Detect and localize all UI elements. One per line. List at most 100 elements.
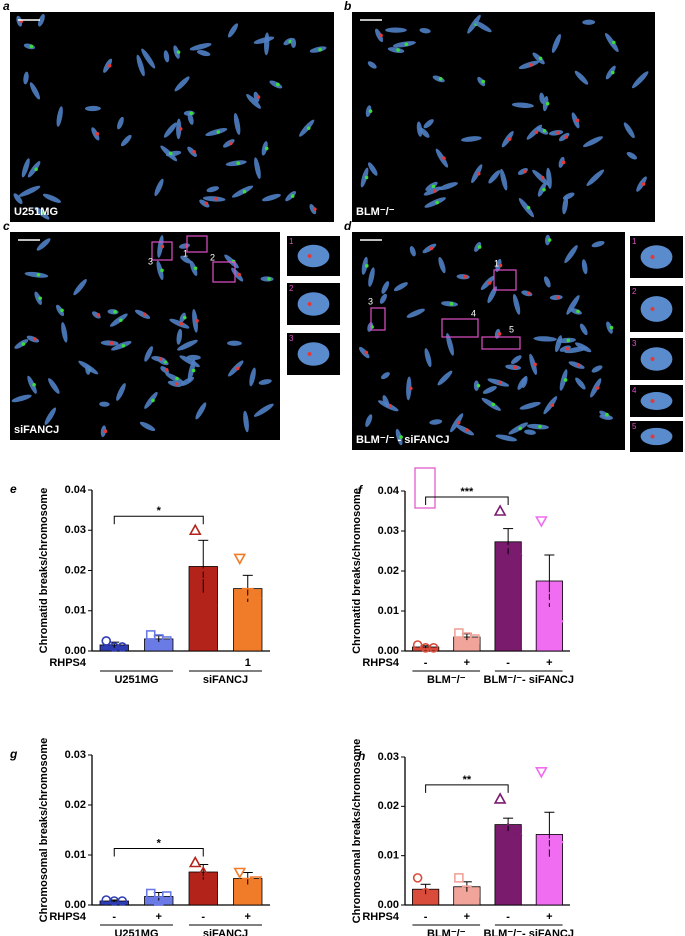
signal	[431, 184, 436, 189]
signal	[429, 246, 434, 251]
chromosome	[375, 28, 384, 43]
chromosome	[500, 168, 508, 191]
chromosome	[253, 91, 260, 103]
chromosome	[461, 136, 482, 142]
signal	[164, 368, 169, 372]
chromosome	[205, 128, 228, 137]
panel-letter: f	[358, 483, 363, 497]
row-label: RHPS4	[49, 657, 87, 669]
chromosome	[100, 425, 107, 438]
roi-box	[493, 269, 517, 291]
chromosome	[29, 82, 40, 100]
signal	[497, 332, 502, 336]
chromosome	[100, 340, 119, 346]
chromosome	[495, 434, 517, 442]
chromosome	[558, 156, 565, 168]
signal	[191, 368, 196, 373]
chromosome	[285, 191, 297, 202]
chromosome	[195, 402, 207, 420]
chromosome	[467, 14, 481, 34]
signal	[477, 245, 482, 249]
roi-box	[186, 235, 208, 253]
chromosome	[548, 130, 564, 136]
signal	[176, 50, 181, 54]
signal	[563, 378, 568, 382]
chromosome	[558, 132, 570, 142]
chromosome	[11, 394, 32, 403]
chromosome	[174, 76, 190, 92]
chromosome	[48, 378, 60, 394]
chromosome	[574, 70, 589, 85]
chromosome	[21, 158, 30, 178]
point	[551, 841, 564, 853]
panel-label: U251MG	[14, 206, 58, 218]
chromosome	[367, 61, 377, 69]
chromosome	[117, 116, 124, 130]
signal	[192, 149, 196, 154]
signal	[237, 272, 241, 277]
chromosome	[231, 185, 254, 198]
signal	[641, 182, 646, 186]
chromosome	[27, 161, 41, 178]
signal	[540, 175, 545, 180]
x-tick-label: 1	[245, 657, 251, 669]
signal	[476, 383, 481, 388]
signal	[179, 321, 184, 326]
chromosome	[537, 182, 547, 197]
signal	[235, 366, 240, 371]
signal	[276, 82, 280, 87]
chromosome	[13, 193, 23, 204]
chromosome	[103, 58, 113, 73]
panel-letter: e	[10, 482, 17, 496]
chromosome	[422, 243, 437, 254]
roi-label: 1	[494, 258, 499, 268]
signal	[498, 380, 503, 385]
x-tick-label: -	[424, 657, 428, 669]
inset-chromosome	[297, 342, 330, 366]
signal	[204, 201, 209, 206]
chromosome	[253, 403, 274, 417]
panel-letter: a	[3, 0, 10, 13]
chromosome	[91, 311, 101, 319]
x-tick-label: -	[424, 911, 428, 923]
signal	[529, 63, 533, 67]
signal	[491, 402, 496, 407]
chromosome	[456, 274, 470, 280]
x-tick-label: +	[464, 911, 470, 923]
x-tick-label: +	[546, 657, 552, 669]
chromosome	[579, 323, 588, 336]
point	[543, 838, 556, 850]
chromosome	[227, 23, 239, 38]
chromosome	[381, 372, 390, 380]
point	[551, 620, 564, 632]
y-tick-label: 0.01	[378, 605, 399, 617]
signal	[576, 363, 581, 367]
signal	[575, 118, 580, 123]
signal	[513, 365, 517, 370]
signal	[379, 33, 383, 38]
signal	[498, 263, 503, 268]
point	[543, 592, 556, 604]
point	[204, 878, 218, 890]
chromosome	[604, 32, 619, 53]
y-tick-label: 0.02	[378, 800, 399, 812]
chromosome	[532, 52, 545, 65]
signal	[306, 126, 311, 130]
chromosome	[136, 54, 145, 77]
signal	[487, 281, 492, 285]
chromosome	[157, 235, 164, 258]
chromosome	[571, 112, 580, 129]
signal	[388, 404, 393, 408]
inset-chromosome	[640, 245, 673, 269]
chromosome	[361, 256, 368, 275]
y-tick-label: 0.00	[65, 645, 86, 657]
signal	[95, 132, 100, 136]
chromosome	[180, 376, 195, 387]
chromosome	[575, 342, 592, 353]
chromosome	[23, 71, 29, 85]
point	[233, 553, 247, 566]
y-tick-label: 0.00	[65, 899, 86, 911]
chromosome	[16, 15, 23, 27]
signal	[36, 272, 41, 277]
point	[241, 877, 255, 890]
